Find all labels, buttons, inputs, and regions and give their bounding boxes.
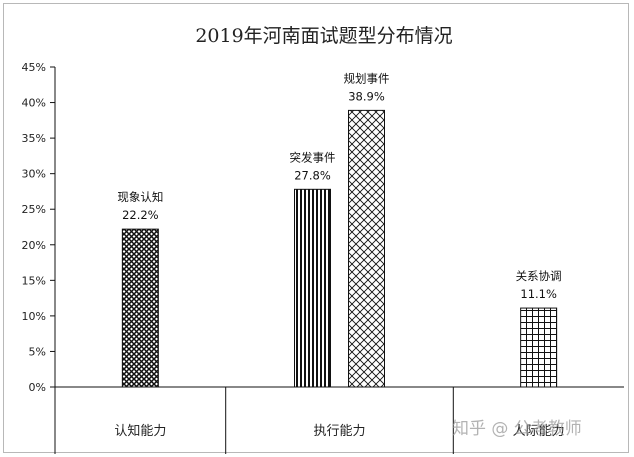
y-tick-label: 45%: [22, 61, 46, 74]
bar-value-label: 11.1%: [520, 287, 557, 301]
y-tick-label: 0%: [29, 381, 46, 394]
chart-frame: 2019年河南面试题型分布情况 0% 5% 10% 15% 20% 25% 30% 35% 40…: [3, 3, 629, 454]
bar-name-label: 关系协调: [516, 269, 562, 283]
y-tick-label: 10%: [22, 310, 46, 323]
y-tick-label: 30%: [22, 168, 46, 181]
bar-value-label: 22.2%: [122, 208, 159, 222]
chart-title: 2019年河南面试题型分布情况: [195, 25, 452, 47]
y-tick-label: 20%: [22, 239, 46, 252]
y-axis: 0% 5% 10% 15% 20% 25% 30% 35% 40% 45%: [22, 61, 56, 454]
bars: 22.2% 现象认知 27.8% 突发事件 38.9% 规划事件 11.1% 关系协调: [117, 71, 562, 388]
y-tick-label: 5%: [29, 345, 46, 358]
bar-name-label: 突发事件: [290, 150, 336, 164]
bar: [348, 109, 385, 388]
y-tick-label: 15%: [22, 274, 46, 287]
y-tick-label: 35%: [22, 132, 46, 145]
y-tick-label: 40%: [22, 97, 46, 110]
category-label: 执行能力: [313, 424, 365, 439]
category-label: 人际能力: [513, 424, 565, 439]
bar-value-label: 27.8%: [294, 168, 331, 182]
bar: [121, 228, 159, 388]
y-tick-label: 25%: [22, 203, 46, 216]
bar-name-label: 现象认知: [117, 190, 163, 204]
bar-value-label: 38.9%: [348, 89, 385, 103]
bar: [520, 307, 558, 388]
bar-chart: 2019年河南面试题型分布情况 0% 5% 10% 15% 20% 25% 30% 35% 40…: [22, 25, 624, 454]
category-label: 认知能力: [114, 423, 166, 439]
bar-name-label: 规划事件: [344, 71, 390, 85]
bar: [294, 188, 331, 388]
watermark: 知乎 @ 公考教师: [452, 419, 582, 439]
